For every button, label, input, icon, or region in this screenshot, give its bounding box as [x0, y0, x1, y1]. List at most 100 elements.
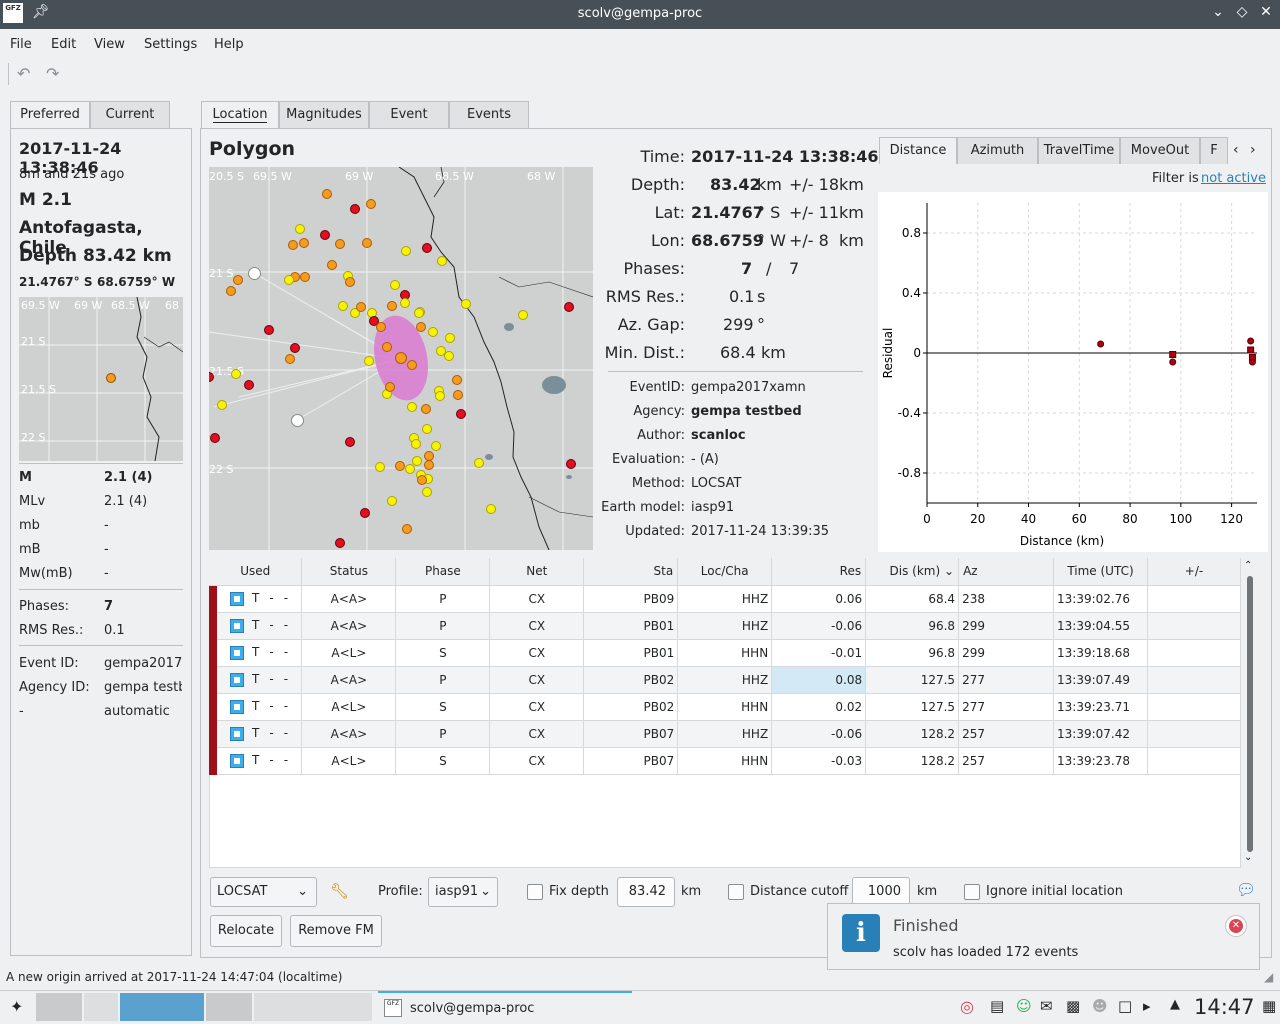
- distance-cutoff-checkbox[interactable]: [728, 884, 744, 900]
- scrollbar-handle[interactable]: [1247, 576, 1253, 852]
- people-icon[interactable]: ☻: [1092, 997, 1108, 1015]
- col-sta[interactable]: Sta: [583, 558, 679, 586]
- menu-file[interactable]: File: [10, 37, 32, 52]
- tab-scroll-left-icon[interactable]: ‹: [1233, 142, 1239, 158]
- network-manager-icon[interactable]: ◎: [960, 997, 974, 1016]
- col-phase[interactable]: Phase: [395, 558, 491, 586]
- cell-used[interactable]: T--: [209, 639, 303, 667]
- weight-time[interactable]: T: [252, 672, 260, 687]
- cell-used[interactable]: T--: [209, 693, 303, 721]
- clipboard-icon[interactable]: ▤: [990, 997, 1005, 1015]
- pin-icon[interactable]: 📌︎: [32, 4, 50, 20]
- maximize-icon[interactable]: ◇: [1236, 4, 1248, 20]
- col-dis[interactable]: Dis (km) ⌄: [865, 558, 960, 586]
- task-scolv[interactable]: GFZ scolv@gempa-proc: [378, 991, 632, 1023]
- desktop-pager-4[interactable]: [206, 993, 252, 1021]
- distance-cutoff-input[interactable]: 1000: [852, 877, 910, 907]
- col-net[interactable]: Net: [489, 558, 585, 586]
- weight-slow[interactable]: -: [283, 753, 289, 768]
- desktop-pager-3[interactable]: [120, 993, 204, 1021]
- table-scrollbar[interactable]: ⌃ ⌄: [1244, 560, 1256, 868]
- volume-icon[interactable]: ▸: [1143, 997, 1151, 1015]
- weight-baz[interactable]: -: [269, 645, 274, 660]
- notes-icon[interactable]: □: [1118, 997, 1133, 1015]
- summary-mini-map[interactable]: 69.5 W 69 W 68.5 W 68 21 S 21.5 S 22 S: [19, 297, 183, 461]
- used-checkbox[interactable]: [230, 618, 244, 633]
- tab-scroll-right-icon[interactable]: ›: [1250, 142, 1256, 158]
- weight-time[interactable]: T: [252, 699, 260, 714]
- taskbar-menu-icon[interactable]: ▦: [1262, 997, 1277, 1015]
- mail-icon[interactable]: ✉: [1040, 997, 1053, 1015]
- col-az[interactable]: Az: [958, 558, 1054, 586]
- profile-combo[interactable]: iasp91 ⌄: [428, 877, 498, 907]
- weight-slow[interactable]: -: [283, 645, 289, 660]
- weight-baz[interactable]: -: [269, 726, 274, 741]
- weight-time[interactable]: T: [252, 753, 260, 768]
- cell-used[interactable]: T--: [209, 720, 303, 748]
- desktop-pager-1[interactable]: [36, 993, 82, 1021]
- table-row[interactable]: T - - A<A> P CX PB09 HHZ 0.06 68.4 238 13:39:02.76: [209, 585, 1242, 613]
- weight-time[interactable]: T: [252, 591, 260, 606]
- weight-slow[interactable]: -: [283, 699, 289, 714]
- locator-combo[interactable]: LOCSAT ⌄: [210, 877, 317, 907]
- cell-used[interactable]: T--: [209, 747, 303, 775]
- table-row[interactable]: T - - A<L> S CX PB07 HHN -0.03 128.2 257 13:39:23.7…: [209, 747, 1242, 775]
- weight-time[interactable]: T: [252, 645, 260, 660]
- tab-magnitudes[interactable]: Magnitudes: [279, 101, 369, 128]
- weight-slow[interactable]: -: [283, 726, 289, 741]
- tab-azimuth[interactable]: Azimuth: [957, 137, 1038, 164]
- table-row[interactable]: T - - A<A> P CX PB01 HHZ -0.06 96.8 299 13:39:04.55: [209, 612, 1242, 640]
- col-time[interactable]: Time (UTC): [1053, 558, 1148, 586]
- weight-time[interactable]: T: [252, 726, 260, 741]
- col-status[interactable]: Status: [301, 558, 397, 586]
- weight-baz[interactable]: -: [269, 753, 274, 768]
- desktop-pager-2[interactable]: [84, 993, 118, 1021]
- weight-slow[interactable]: -: [283, 618, 289, 633]
- minimize-icon[interactable]: ⌄: [1212, 4, 1224, 20]
- cell-used[interactable]: T--: [209, 666, 303, 694]
- chat-icon[interactable]: 💬︎: [1236, 880, 1257, 899]
- weight-time[interactable]: T: [252, 618, 260, 633]
- app-launcher-icon[interactable]: ✦: [10, 997, 24, 1016]
- undo-icon[interactable]: ↶: [17, 64, 31, 83]
- menu-help[interactable]: Help: [214, 37, 244, 52]
- scroll-down-icon[interactable]: ⌄: [1244, 852, 1253, 863]
- weight-slow[interactable]: -: [283, 591, 289, 606]
- weight-slow[interactable]: -: [283, 672, 289, 687]
- tab-more[interactable]: F: [1200, 137, 1228, 164]
- clock[interactable]: 14:47: [1194, 995, 1255, 1019]
- tab-events[interactable]: Events: [449, 101, 529, 128]
- resize-grip-icon[interactable]: ◢: [1264, 970, 1274, 984]
- used-checkbox[interactable]: [230, 645, 244, 660]
- tab-moveout[interactable]: MoveOut: [1120, 137, 1200, 164]
- col-res[interactable]: Res: [771, 558, 867, 586]
- fix-depth-input[interactable]: 83.42: [617, 877, 675, 907]
- display-icon[interactable]: ▩: [1066, 997, 1081, 1015]
- location-map[interactable]: 20.5 S 69.5 W 69 W 68.5 W 68 W 21 S 21.5…: [209, 167, 593, 550]
- used-checkbox[interactable]: [230, 726, 244, 741]
- tray-expand-icon[interactable]: ▲: [1170, 997, 1180, 1012]
- tab-distance[interactable]: Distance: [879, 137, 957, 164]
- menu-view[interactable]: View: [94, 37, 125, 52]
- notification-close-button[interactable]: ✕: [1225, 915, 1247, 937]
- col-pm[interactable]: +/-: [1147, 558, 1242, 586]
- desktop-pager-5[interactable]: [254, 993, 372, 1021]
- weight-baz[interactable]: -: [269, 591, 274, 606]
- relocate-button[interactable]: Relocate: [210, 915, 282, 947]
- used-checkbox[interactable]: [230, 753, 244, 768]
- table-row[interactable]: T - - A<A> P CX PB02 HHZ 0.08 127.5 277 13:39:07.49: [209, 666, 1242, 694]
- locator-settings-icon[interactable]: 🔧︎: [330, 882, 350, 900]
- weight-baz[interactable]: -: [269, 618, 274, 633]
- close-icon[interactable]: ✕: [1260, 4, 1272, 20]
- filter-link[interactable]: not active: [1201, 171, 1266, 186]
- table-row[interactable]: T - - A<A> P CX PB07 HHZ -0.06 128.2 257 13:39:07.4…: [209, 720, 1242, 748]
- cell-used[interactable]: T--: [209, 612, 303, 640]
- redo-icon[interactable]: ↷: [46, 64, 60, 83]
- fix-depth-checkbox[interactable]: [527, 884, 543, 900]
- cell-used[interactable]: T--: [209, 585, 303, 613]
- residual-plot[interactable]: 0 20 40 60 80 100 120 0.8 0.4 0 -0.4 -0.8 Distance (…: [878, 192, 1268, 552]
- scroll-up-icon[interactable]: ⌃: [1244, 560, 1253, 571]
- table-row[interactable]: T - - A<L> S CX PB02 HHN 0.02 127.5 277 13:39:23.71: [209, 693, 1242, 721]
- user-icon[interactable]: ☺: [1016, 997, 1032, 1015]
- remove-fm-button[interactable]: Remove FM: [290, 915, 382, 947]
